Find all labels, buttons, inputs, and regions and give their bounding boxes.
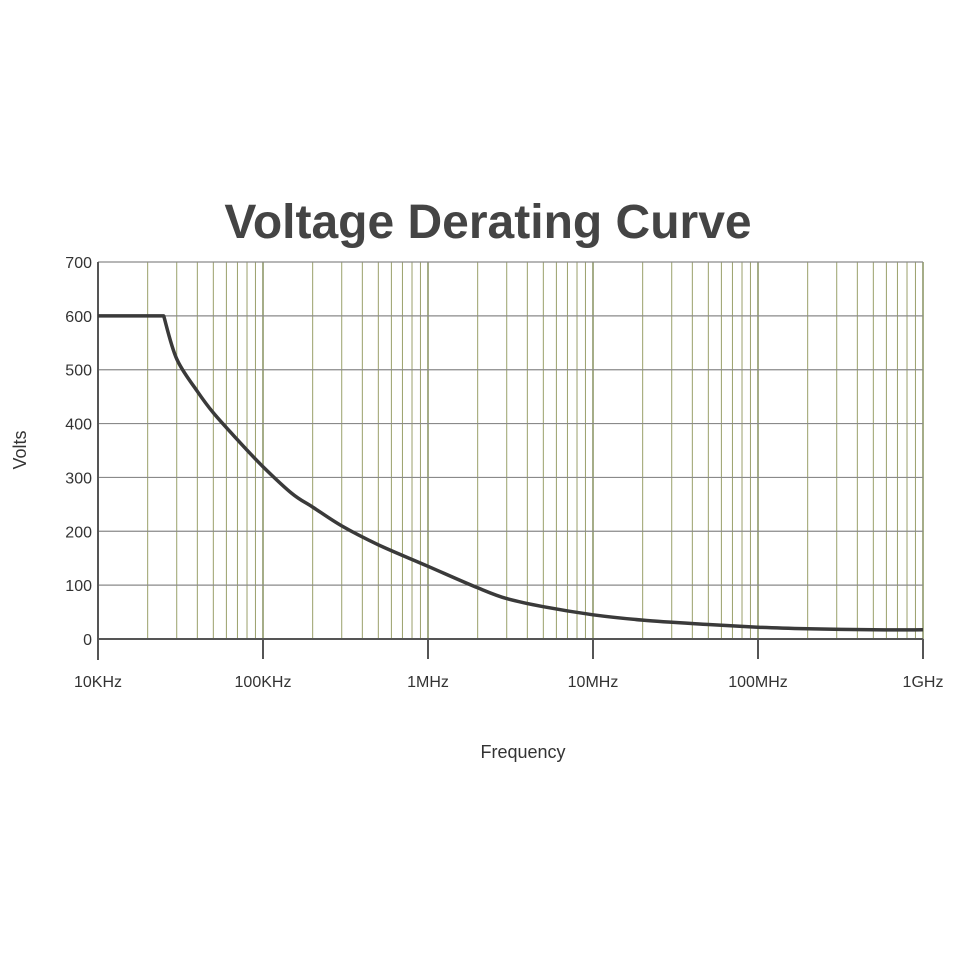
y-tick-label: 200 (65, 524, 92, 541)
vertical-gridlines (97, 262, 924, 639)
x-axis-label: Frequency (480, 742, 565, 762)
x-tick-label: 100MHz (728, 674, 788, 691)
chart-title: Voltage Derating Curve (224, 196, 751, 249)
x-tick-label: 1GHz (903, 674, 944, 691)
y-tick-label: 500 (65, 363, 92, 380)
y-axis-label: Volts (10, 430, 30, 469)
x-tick-label: 1MHz (407, 674, 449, 691)
x-axis-tick-labels: 10KHz 100KHz 1MHz 10MHz 100MHz 1GHz (74, 639, 943, 691)
y-tick-label: 600 (65, 309, 92, 326)
y-tick-label: 100 (65, 578, 92, 595)
y-tick-label: 400 (65, 417, 92, 434)
derating-curve-line (98, 314, 924, 632)
y-tick-label: 0 (83, 632, 92, 649)
x-tick-label: 10MHz (568, 674, 619, 691)
horizontal-gridlines (98, 261, 923, 640)
x-tick-label: 10KHz (74, 674, 122, 691)
x-tick-label: 100KHz (235, 674, 292, 691)
y-tick-label: 700 (65, 255, 92, 272)
y-axis-tick-labels: 0 100 200 300 400 500 600 700 (65, 255, 92, 649)
y-tick-label: 300 (65, 470, 92, 487)
